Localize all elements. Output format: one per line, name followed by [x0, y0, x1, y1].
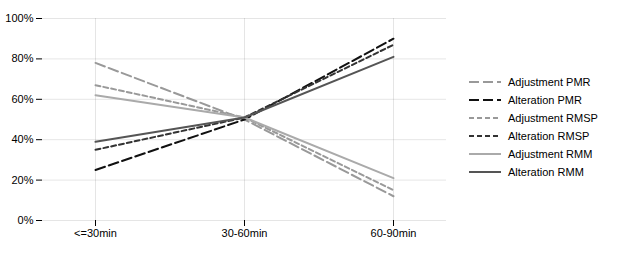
html-text:Adjustment PMR: Adjustment PMR [508, 76, 591, 88]
svg-text:0%: 0% [18, 214, 34, 226]
svg-text:80%: 80% [11, 52, 33, 64]
svg-text:60-90min: 60-90min [371, 227, 417, 239]
svg-text:60%: 60% [11, 93, 33, 105]
svg-text:<=30min: <=30min [74, 227, 117, 239]
html-text:Alteration PMR: Alteration PMR [508, 94, 582, 106]
svg-text:40%: 40% [11, 133, 33, 145]
html-text:Adjustment RMSP: Adjustment RMSP [508, 112, 598, 124]
svg-text:100%: 100% [5, 12, 33, 24]
html-text:Adjustment RMM: Adjustment RMM [508, 148, 593, 160]
html-text:Alteration RMM: Alteration RMM [508, 166, 584, 178]
svg-text:30-60min: 30-60min [222, 227, 268, 239]
html-text:Alteration RMSP: Alteration RMSP [508, 130, 590, 142]
svg-text:20%: 20% [11, 174, 33, 186]
